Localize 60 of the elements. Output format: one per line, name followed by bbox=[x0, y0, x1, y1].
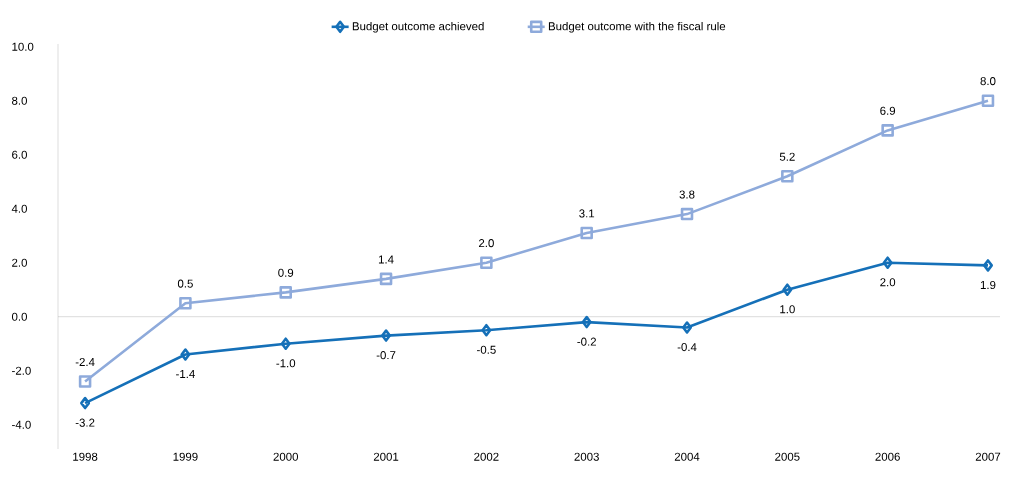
x-tick-label: 2002 bbox=[474, 452, 499, 461]
x-tick-label: 2007 bbox=[975, 452, 1001, 461]
data-label: -1.0 bbox=[276, 359, 296, 368]
point bbox=[982, 259, 994, 272]
x-tick-label: 2003 bbox=[574, 452, 599, 461]
data-label: 5.2 bbox=[779, 152, 795, 161]
data-label: 1.9 bbox=[980, 280, 996, 290]
point bbox=[981, 94, 995, 107]
point bbox=[180, 348, 191, 361]
y-tick-label: 8.0 bbox=[12, 96, 27, 105]
y-tick-label: 6.0 bbox=[12, 150, 27, 159]
y-tick-label: 0.0 bbox=[11, 312, 27, 321]
data-label: 6.9 bbox=[880, 106, 896, 115]
data-label: -0.4 bbox=[677, 343, 697, 352]
point bbox=[78, 375, 92, 388]
data-label: 2.0 bbox=[478, 239, 494, 248]
point bbox=[280, 337, 291, 350]
x-tick-label: 2001 bbox=[373, 452, 399, 461]
x-tick-label: 1998 bbox=[73, 452, 98, 461]
data-label: 8.0 bbox=[980, 77, 996, 86]
data-label: 0.9 bbox=[278, 268, 294, 277]
point bbox=[681, 321, 693, 334]
data-label: 1.0 bbox=[780, 305, 795, 314]
x-tick-label: 2005 bbox=[775, 452, 800, 461]
data-label: -0.7 bbox=[376, 351, 396, 360]
x-tick-label: 2004 bbox=[674, 452, 700, 461]
point bbox=[381, 329, 392, 342]
legend-label: Budget outcome with the fiscal rule bbox=[548, 21, 726, 33]
data-label: 3.1 bbox=[579, 209, 595, 218]
x-tick-label: 1999 bbox=[173, 452, 198, 461]
point bbox=[781, 170, 794, 183]
data-label: -0.2 bbox=[577, 337, 596, 346]
data-label: -0.5 bbox=[477, 345, 496, 354]
x-tick-label: 2000 bbox=[273, 452, 299, 461]
x-tick-label: 2006 bbox=[875, 452, 900, 461]
point bbox=[480, 256, 493, 269]
point bbox=[782, 283, 793, 296]
point bbox=[481, 323, 492, 337]
point bbox=[80, 396, 91, 410]
data-label: 1.4 bbox=[378, 255, 394, 264]
point bbox=[680, 207, 694, 221]
point bbox=[279, 286, 293, 299]
point bbox=[379, 272, 393, 286]
y-tick-label: 4.0 bbox=[11, 204, 27, 213]
data-label: -2.4 bbox=[75, 357, 95, 366]
y-tick-label: -2.0 bbox=[12, 366, 31, 375]
data-label: -1.4 bbox=[176, 370, 195, 378]
y-tick-label: 2.0 bbox=[12, 258, 27, 267]
data-label: 0.5 bbox=[177, 279, 193, 288]
data-label: -3.2 bbox=[75, 418, 95, 427]
data-label: 2.0 bbox=[880, 278, 896, 287]
point bbox=[580, 226, 593, 240]
point bbox=[882, 256, 893, 269]
point bbox=[881, 124, 894, 137]
y-tick-label: -4.0 bbox=[12, 420, 31, 429]
point bbox=[179, 296, 192, 310]
y-tick-label: 10.0 bbox=[12, 42, 34, 51]
legend-label: Budget outcome achieved bbox=[352, 21, 484, 33]
point bbox=[581, 315, 592, 329]
data-label: 3.8 bbox=[679, 190, 695, 199]
